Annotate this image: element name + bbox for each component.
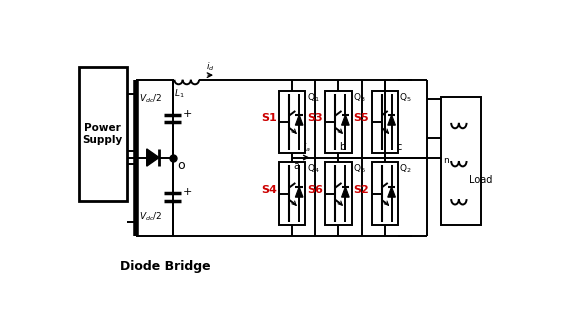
Text: Q$_3$: Q$_3$ (353, 91, 366, 104)
Polygon shape (341, 115, 349, 125)
Text: S1: S1 (261, 113, 277, 123)
Text: $L_1$: $L_1$ (174, 87, 184, 100)
Bar (279, 162, 305, 225)
Text: c: c (397, 142, 403, 152)
Bar (279, 91, 305, 153)
Polygon shape (147, 149, 159, 166)
Text: Q$_6$: Q$_6$ (353, 163, 366, 175)
Text: $i_a$: $i_a$ (303, 141, 311, 154)
Text: +: + (183, 109, 192, 119)
Text: $V_{dc}/2$: $V_{dc}/2$ (139, 93, 162, 106)
Text: Power: Power (85, 123, 121, 133)
Text: S3: S3 (307, 113, 323, 123)
Text: Load: Load (469, 175, 492, 185)
Bar (372, 91, 398, 153)
Text: Q$_2$: Q$_2$ (399, 163, 412, 175)
Text: b: b (339, 142, 345, 152)
Bar (372, 162, 398, 225)
Text: Supply: Supply (83, 135, 123, 145)
Polygon shape (388, 115, 396, 125)
Bar (325, 91, 352, 153)
Text: o: o (177, 159, 184, 172)
Bar (79, 67, 127, 202)
Text: +: + (183, 187, 192, 197)
Text: $V_{dc}/2$: $V_{dc}/2$ (139, 210, 162, 223)
Polygon shape (295, 187, 303, 197)
Text: a: a (293, 162, 299, 171)
Text: $i_d$: $i_d$ (206, 60, 215, 73)
Polygon shape (388, 187, 396, 197)
Text: Q$_1$: Q$_1$ (307, 91, 320, 104)
Text: S6: S6 (307, 185, 323, 195)
Text: Q$_4$: Q$_4$ (307, 163, 320, 175)
Text: S2: S2 (353, 185, 369, 195)
Polygon shape (295, 115, 303, 125)
Text: Q$_5$: Q$_5$ (399, 91, 412, 104)
Text: S4: S4 (261, 185, 277, 195)
Text: Diode Bridge: Diode Bridge (120, 260, 211, 273)
Text: n: n (443, 157, 449, 166)
Bar (441, 97, 481, 224)
Text: S5: S5 (353, 113, 369, 123)
Polygon shape (341, 187, 349, 197)
Bar (325, 162, 352, 225)
